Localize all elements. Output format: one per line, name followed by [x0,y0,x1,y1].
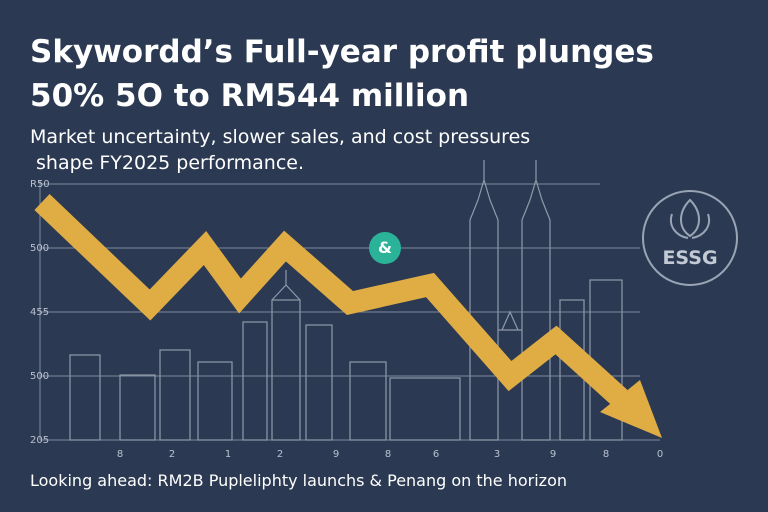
badge-label: ESSG [662,247,717,269]
bottom-label: 8 [603,449,609,460]
bottom-label: 1 [225,449,231,460]
left-label: R50 [30,179,50,190]
bottom-label: 2 [277,449,283,460]
left-label: 205 [30,435,49,446]
bottom-label: 8 [117,449,123,460]
bottom-label: 2 [169,449,175,460]
bottom-label: 8 [385,449,391,460]
trend-arrow [34,194,628,407]
arrow-head [600,380,662,438]
subtitle-line: shape FY2025 performance. [36,152,304,174]
badge-leaves [670,198,710,239]
subtitle-line: Market uncertainty, slower sales, and co… [30,126,530,148]
logo-glyph: & [378,238,392,257]
title-line: Skywordd’s Full-year profit plunges [30,34,654,70]
grid [39,180,660,441]
title-line: 50% 5O to RM544 million [30,78,469,114]
axis-labels: R50 500 455 500 205 8 2 1 2 9 8 6 3 9 8 0 [30,179,663,460]
bottom-label: 9 [550,449,556,460]
left-label: 455 [30,307,49,318]
badge-ring [642,190,738,286]
bottom-label: 3 [494,449,500,460]
bottom-label: 9 [333,449,339,460]
footer-text: Looking ahead: RM2B Pupleliphty launchs … [30,471,567,490]
left-label: 500 [30,243,49,254]
left-label: 500 [30,371,49,382]
bottom-label: 0 [657,449,663,460]
bottom-label: 6 [433,449,439,460]
logo-icon [369,232,401,264]
